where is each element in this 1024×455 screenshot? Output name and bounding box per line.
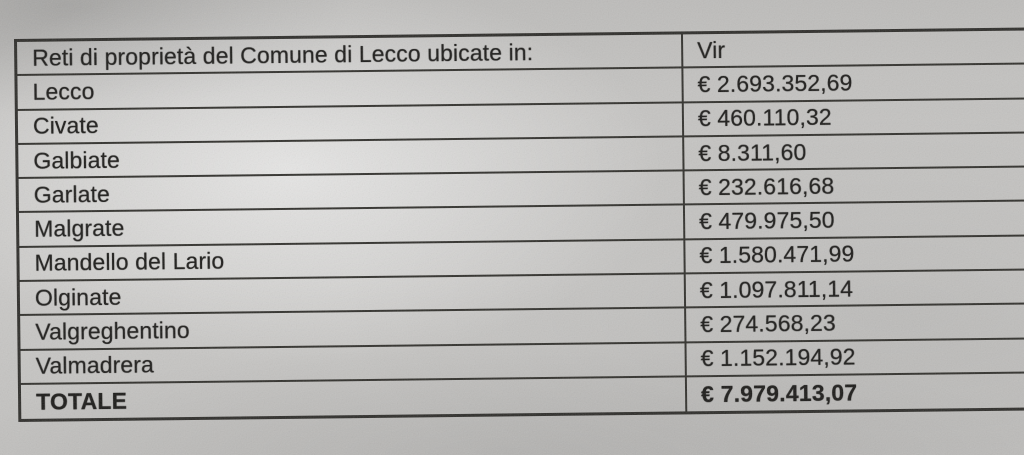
value-cell: € 479.975,50: [698, 206, 835, 235]
header-col-municipality: Reti di proprietà del Comune di Lecco ub…: [17, 34, 684, 75]
municipality-cell: Lecco: [17, 68, 684, 109]
municipality-cell: Galbiate: [18, 137, 685, 178]
municipality-cell: Garlate: [18, 171, 685, 212]
value-cell: € 232.616,68: [698, 172, 835, 201]
total-label: TOTALE: [20, 377, 688, 420]
municipality-cell: Olginate: [19, 274, 687, 315]
value-cell: € 274.568,23: [700, 309, 836, 338]
municipality-cell: Valgreghentino: [20, 308, 687, 349]
value-cell: € 460.110,32: [697, 103, 832, 132]
municipality-cell: Malgrate: [18, 205, 686, 246]
header-col-vir: Vir: [697, 36, 726, 63]
municipality-cell: Mandello del Lario: [19, 240, 686, 281]
value-cell: € 2.693.352,69: [697, 69, 853, 98]
value-cell: € 1.097.811,14: [699, 275, 854, 303]
value-cell: € 8.311,60: [698, 138, 807, 166]
vir-table: Reti di proprietà del Comune di Lecco ub…: [14, 26, 1024, 423]
total-value: € 7.979.413,07: [700, 379, 858, 407]
value-cell: € 1.152.194,92: [700, 343, 856, 372]
municipality-cell: Valmadrera: [20, 343, 687, 383]
value-cell: € 1.580.471,99: [699, 240, 855, 269]
municipality-cell: Civate: [17, 102, 685, 143]
